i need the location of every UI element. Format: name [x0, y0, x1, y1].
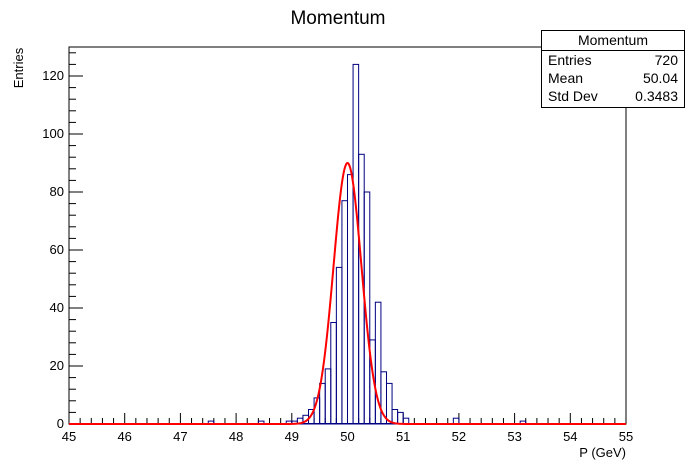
- stats-row-stddev: Std Dev 0.3483: [542, 87, 684, 105]
- stats-label: Mean: [548, 70, 584, 86]
- histogram-bar: [352, 63, 360, 425]
- stats-value: 50.04: [642, 70, 678, 86]
- x-tick-label: 47: [173, 429, 187, 444]
- stats-value: 0.3483: [635, 88, 678, 104]
- stats-label: Std Dev: [548, 88, 598, 104]
- histogram-bars: [69, 63, 626, 425]
- histogram-bar: [330, 322, 337, 425]
- histogram-bar: [324, 368, 332, 425]
- y-tick-label: 20: [50, 358, 64, 373]
- y-tick-label: 120: [42, 68, 64, 83]
- axes: 45 46 47 48 49 50 51 52 53 54 55 0 20 40 60 80 100 120: [42, 52, 633, 444]
- x-tick-label: 53: [507, 429, 521, 444]
- stats-label: Entries: [548, 52, 592, 68]
- y-tick-label: 60: [50, 242, 64, 257]
- y-axis-label: Entries: [11, 47, 26, 88]
- x-tick-label: 52: [452, 429, 466, 444]
- x-tick-label: 46: [117, 429, 131, 444]
- histogram-bar: [363, 191, 371, 425]
- fit-curve-group: [69, 161, 626, 425]
- chart-title: Momentum: [290, 8, 385, 29]
- y-tick-label: 80: [50, 184, 64, 199]
- x-tick-label: 49: [285, 429, 299, 444]
- histogram-bar: [347, 174, 354, 425]
- histogram-bar: [335, 266, 343, 425]
- histogram-bar: [385, 382, 393, 425]
- y-tick-label: 100: [42, 126, 64, 141]
- stats-row-entries: Entries 720: [542, 51, 684, 69]
- stats-row-mean: Mean 50.04: [542, 69, 684, 87]
- y-tick-label: 0: [57, 416, 64, 431]
- histogram-bar: [374, 301, 382, 425]
- histogram-bar: [341, 200, 348, 425]
- x-axis-label: P (GeV): [579, 445, 626, 460]
- stats-box-title: Momentum: [542, 31, 684, 51]
- gaussian-fit-curve: [69, 161, 626, 425]
- stats-value: 720: [654, 52, 678, 68]
- stats-box: Momentum Entries 720 Mean 50.04 Std Dev …: [541, 30, 685, 108]
- x-tick-label: 48: [229, 429, 243, 444]
- x-tick-label: 51: [396, 429, 410, 444]
- x-tick-label: 45: [62, 429, 76, 444]
- x-tick-label: 50: [340, 429, 354, 444]
- y-tick-label: 40: [50, 300, 64, 315]
- x-tick-label: 55: [619, 429, 633, 444]
- histogram-bar: [397, 411, 404, 425]
- x-tick-label: 54: [563, 429, 577, 444]
